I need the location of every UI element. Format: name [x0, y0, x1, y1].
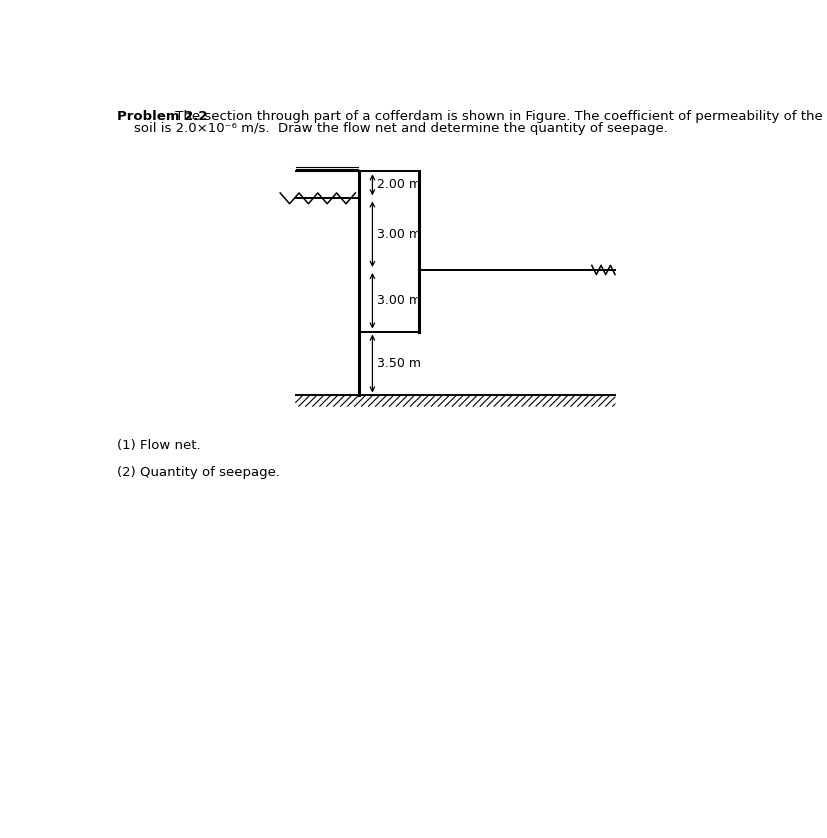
Text: 3.00 m: 3.00 m	[376, 228, 421, 241]
Text: (1) Flow net.: (1) Flow net.	[117, 439, 201, 453]
Text: 2.00 m: 2.00 m	[376, 178, 421, 191]
Text: 3.00 m: 3.00 m	[376, 294, 421, 308]
Text: soil is 2.0×10⁻⁶ m/s.  Draw the flow net and determine the quantity of seepage.: soil is 2.0×10⁻⁶ m/s. Draw the flow net …	[117, 122, 667, 135]
Text: (2) Quantity of seepage.: (2) Quantity of seepage.	[117, 466, 280, 479]
Text: The section through part of a cofferdam is shown in Figure. The coefficient of p: The section through part of a cofferdam …	[170, 110, 822, 123]
Text: 3.50 m: 3.50 m	[376, 357, 421, 370]
Text: Problem 2.2: Problem 2.2	[117, 110, 208, 123]
